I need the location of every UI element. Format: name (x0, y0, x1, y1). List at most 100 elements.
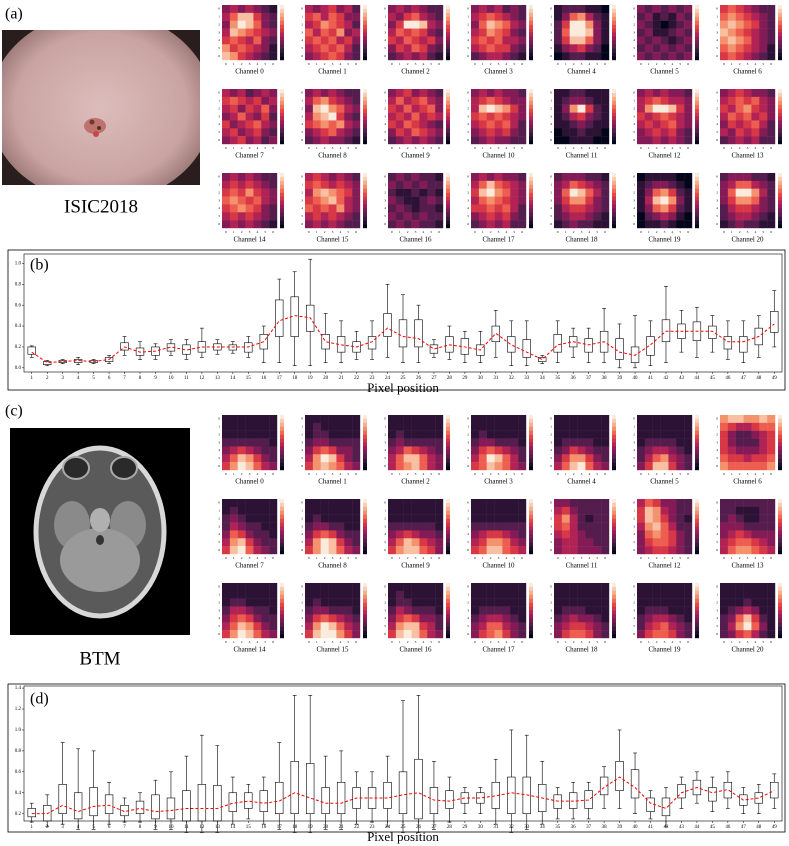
heatmap-cell (652, 506, 661, 515)
x-tick-label: 23 (370, 376, 376, 381)
heatmap-cell (352, 614, 361, 623)
heatmap-cell (344, 104, 353, 113)
heatmap-cell (403, 180, 412, 189)
heatmap-cell (253, 598, 262, 607)
heatmap-cell (751, 173, 760, 182)
heatmap-cell (561, 598, 570, 607)
heatmap-x-tick: 5 (679, 62, 681, 66)
colorbar (695, 176, 699, 182)
heatmap-y-tick: 6 (218, 54, 220, 58)
x-tick-label: 36 (571, 825, 577, 830)
heatmap-cell (518, 120, 527, 129)
heatmap-cell (644, 590, 653, 599)
heatmap-y-tick: 5 (467, 456, 469, 460)
heatmap-cell (767, 52, 776, 61)
box (321, 334, 330, 350)
heatmap-cell (637, 220, 646, 229)
box (414, 319, 423, 348)
heatmap-cell (435, 462, 444, 471)
heatmap-cell (229, 583, 238, 592)
colorbar (529, 100, 533, 105)
channel-label: Channel 4 (567, 68, 596, 76)
colorbar (778, 510, 782, 515)
heatmap-cell (411, 614, 420, 623)
colorbar (778, 28, 782, 33)
heatmap-cell (601, 96, 610, 105)
heatmap-cell (684, 12, 693, 21)
heatmap-cell (478, 499, 487, 508)
heatmap-cell (471, 430, 480, 439)
heatmap-cell (751, 136, 760, 145)
heatmap-cell (253, 173, 262, 182)
x-tick-label: 27 (431, 376, 437, 381)
box (661, 319, 671, 343)
heatmap-cell (727, 96, 736, 105)
heatmap-cell (561, 590, 570, 599)
heatmap-cell (478, 462, 487, 471)
heatmap-x-tick: 2 (407, 62, 409, 66)
heatmap-y-tick: 2 (550, 516, 552, 520)
colorbar (446, 422, 450, 427)
heatmap-cell (518, 20, 527, 29)
heatmap-cell (676, 204, 685, 213)
heatmap-cell (652, 89, 661, 98)
colorbar (280, 546, 284, 551)
colorbar (778, 96, 782, 101)
box (677, 784, 686, 799)
colorbar (280, 136, 284, 141)
colorbar (363, 442, 367, 447)
heatmap-cell (735, 499, 744, 508)
heatmap-cell (554, 583, 563, 592)
heatmap-y-tick: 4 (716, 122, 718, 126)
heatmap-y-tick: 4 (301, 38, 303, 42)
heatmap-cell (593, 96, 602, 105)
heatmap-x-tick: 6 (521, 472, 523, 476)
heatmap-cell (660, 44, 669, 53)
heatmap-cell (478, 415, 487, 424)
panel-label: (d) (30, 691, 49, 708)
heatmap-cell (652, 20, 661, 29)
heatmap-cell (735, 204, 744, 213)
heatmap-cell (510, 415, 519, 424)
heatmap-cell (403, 220, 412, 229)
colorbar (446, 418, 450, 424)
heatmap-cell (660, 438, 669, 447)
colorbar (695, 184, 699, 189)
channel-label: Channel 11 (566, 562, 598, 570)
colorbar (529, 196, 533, 201)
heatmap-cell (577, 590, 586, 599)
heatmap-cell (660, 5, 669, 14)
heatmap-cell (601, 462, 610, 471)
heatmap-cell (305, 622, 314, 631)
heatmap-cell (676, 438, 685, 447)
heatmap-cell (336, 12, 345, 21)
box (398, 771, 408, 814)
heatmap-cell (585, 422, 594, 431)
heatmap-cell (585, 614, 594, 623)
x-tick-label: 23 (370, 825, 376, 830)
x-tick-label: 28 (447, 376, 453, 381)
heatmap-cell (352, 583, 361, 592)
heatmap-cell (577, 606, 586, 615)
heatmap-cell (660, 499, 669, 508)
heatmap-cell (554, 36, 563, 45)
heatmap-cell (518, 36, 527, 45)
heatmap-cell (494, 12, 503, 21)
heatmap-cell (395, 583, 404, 592)
colorbar (695, 212, 699, 217)
colorbar (612, 36, 616, 41)
heatmap-y-tick: 6 (550, 632, 552, 636)
heatmap-cell (676, 530, 685, 539)
heatmap-cell (676, 499, 685, 508)
heatmap-x-tick: 3 (581, 146, 583, 150)
heatmap-cell (222, 52, 231, 61)
colorbar (363, 16, 367, 21)
heatmap-cell (593, 188, 602, 197)
heatmap-cell (471, 630, 480, 639)
heatmap-x-tick: 0 (474, 640, 476, 644)
heatmap-cell (435, 220, 444, 229)
box (754, 792, 763, 804)
heatmap-cell (601, 120, 610, 129)
heatmap-cell (237, 173, 246, 182)
x-tick-label: 47 (741, 376, 747, 381)
